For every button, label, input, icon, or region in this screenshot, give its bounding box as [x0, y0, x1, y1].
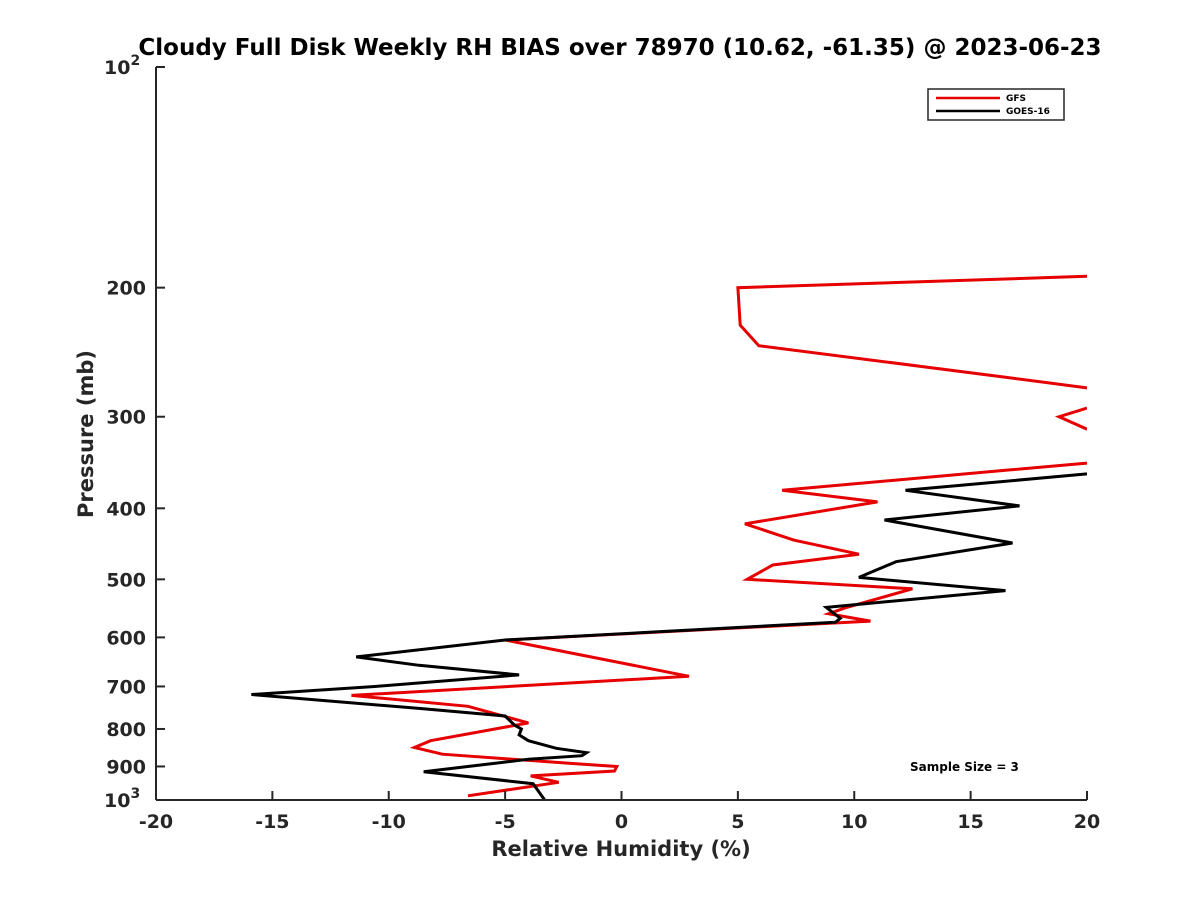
y-tick-label: 102 [104, 53, 140, 79]
series-layer [251, 274, 1087, 800]
y-tick-label: 600 [106, 627, 146, 649]
y-ticks: 102 200 300 400 500 600 700 800 900 103 [104, 53, 165, 812]
chart-title: Cloudy Full Disk Weekly RH BIAS over 789… [138, 35, 1101, 61]
y-tick-label: 900 [106, 756, 146, 778]
y-tick-label: 700 [106, 676, 146, 698]
legend-label-goes16: GOES-16 [1006, 107, 1050, 117]
x-tick-label: -15 [255, 811, 289, 833]
x-tick-label: -5 [495, 811, 516, 833]
y-tick-label: 200 [106, 278, 146, 300]
x-tick-label: 0 [615, 811, 628, 833]
y-tick-label: 800 [106, 719, 146, 741]
y-tick-label: 103 [104, 786, 140, 812]
x-ticks: -20 -15 -10 -5 0 5 10 15 20 [139, 791, 1100, 833]
y-axis-label: Pressure (mb) [74, 350, 98, 518]
axes [155, 67, 1087, 801]
x-tick-label: 5 [731, 811, 744, 833]
legend-box [927, 88, 1065, 121]
y-tick-label: 500 [106, 569, 146, 591]
x-tick-label: -20 [139, 811, 173, 833]
x-tick-label: 15 [957, 811, 983, 833]
x-tick-label: -10 [372, 811, 406, 833]
sample-size-annotation: Sample Size = 3 [910, 760, 1019, 774]
legend-label-gfs: GFS [1006, 94, 1026, 104]
x-axis-label: Relative Humidity (%) [491, 837, 750, 861]
y-tick-label: 400 [106, 498, 146, 520]
series-line-goes-16 [251, 472, 1087, 800]
legend: GFS GOES-16 [927, 88, 1065, 121]
x-tick-label: 20 [1074, 811, 1100, 833]
y-tick-label: 300 [106, 407, 146, 429]
x-tick-label: 10 [841, 811, 867, 833]
